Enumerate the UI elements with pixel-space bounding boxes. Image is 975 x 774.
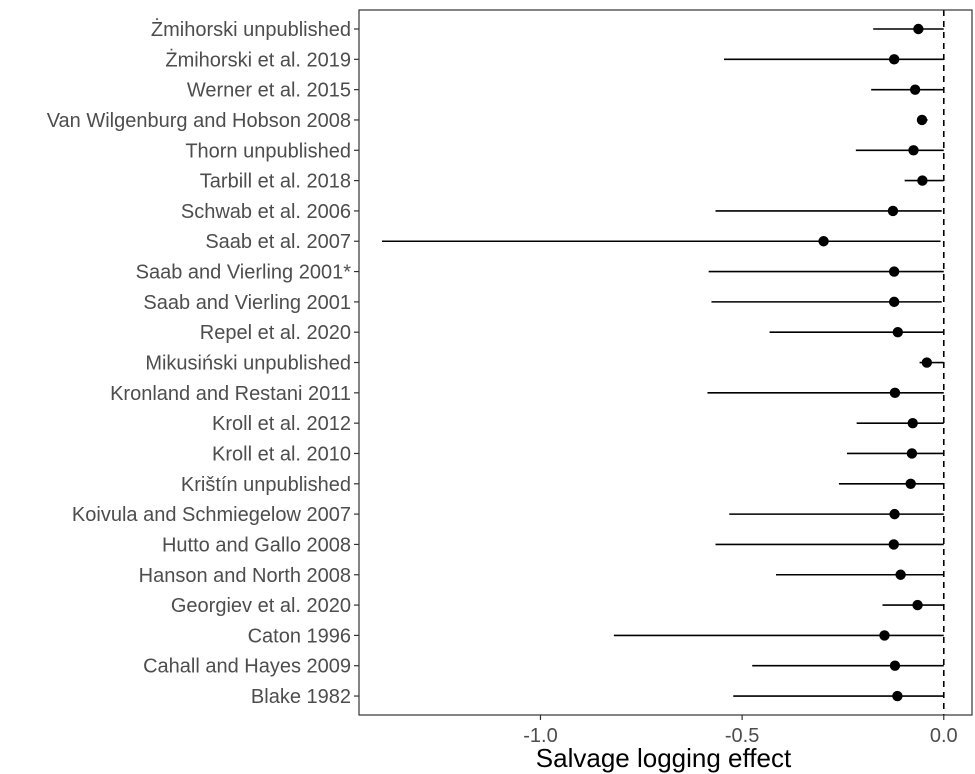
point-estimate: [909, 84, 921, 95]
point-estimate: [906, 448, 918, 459]
study-label: Koivula and Schmiegelow 2007: [72, 504, 351, 526]
study-label: Żmihorski et al. 2019: [165, 48, 351, 71]
study-label: Blake 1982: [251, 686, 351, 708]
study-label: Krištín unpublished: [181, 474, 351, 496]
point-estimate: [921, 357, 933, 368]
x-axis-ticks: [539, 715, 945, 720]
study-label: Saab and Vierling 2001: [143, 292, 351, 314]
point-estimate: [916, 114, 928, 126]
point-estimate: [889, 508, 900, 520]
study-label: Werner et al. 2015: [187, 80, 351, 102]
point-estimate: [908, 145, 919, 156]
study-label: Georgiev et al. 2020: [171, 595, 351, 617]
point-estimate: [889, 660, 901, 671]
study-label: Hanson and North 2008: [139, 565, 351, 587]
study-label: Kroll et al. 2010: [212, 443, 351, 465]
x-tick-label: 0.0: [930, 725, 958, 747]
x-tick-label: -0.5: [725, 725, 759, 747]
point-estimate: [917, 175, 928, 186]
study-label: Mikusiński unpublished: [145, 353, 351, 375]
study-label: Schwab et al. 2006: [181, 201, 351, 223]
point-estimate: [895, 569, 906, 580]
point-estimate: [818, 236, 829, 247]
study-label: Żmihorski unpublished: [151, 18, 351, 41]
study-label: Caton 1996: [248, 625, 351, 647]
study-label: Kronland and Restani 2011: [110, 383, 351, 405]
point-estimate: [888, 266, 900, 277]
point-estimate: [879, 630, 890, 641]
study-label: Cahall and Hayes 2009: [143, 656, 351, 678]
point-estimate: [892, 690, 903, 702]
study-labels: Żmihorski unpublished Żmihorski et al. 20…: [47, 18, 352, 708]
y-axis-ticks: [354, 28, 359, 697]
x-axis-title: Salvage logging effect: [536, 743, 792, 773]
study-label: Kroll et al. 2012: [212, 413, 351, 435]
point-estimate: [888, 539, 899, 550]
study-label: Tarbill et al. 2018: [200, 171, 351, 193]
x-axis-tick-labels: -1.0 -0.5 0.0: [523, 725, 957, 747]
study-label: Saab and Vierling 2001*: [136, 262, 352, 284]
study-label: Van Wilgenburg and Hobson 2008: [47, 110, 351, 132]
point-estimate: [905, 478, 916, 489]
point-estimate: [888, 54, 900, 65]
study-label: Saab et al. 2007: [205, 231, 351, 253]
point-estimate: [888, 296, 900, 308]
point-estimate: [912, 599, 923, 611]
plot-panel: [358, 9, 973, 716]
study-label: Repel et al. 2020: [200, 322, 351, 344]
point-estimate: [887, 205, 899, 217]
point-estimate: [892, 327, 903, 338]
point-estimate: [913, 23, 924, 35]
point-estimate: [907, 417, 918, 429]
study-label: Thorn unpublished: [185, 140, 351, 162]
study-label: Hutto and Gallo 2008: [162, 534, 351, 556]
estimates: [381, 23, 944, 702]
point-estimate: [889, 387, 901, 399]
x-tick-label: -1.0: [523, 725, 557, 747]
